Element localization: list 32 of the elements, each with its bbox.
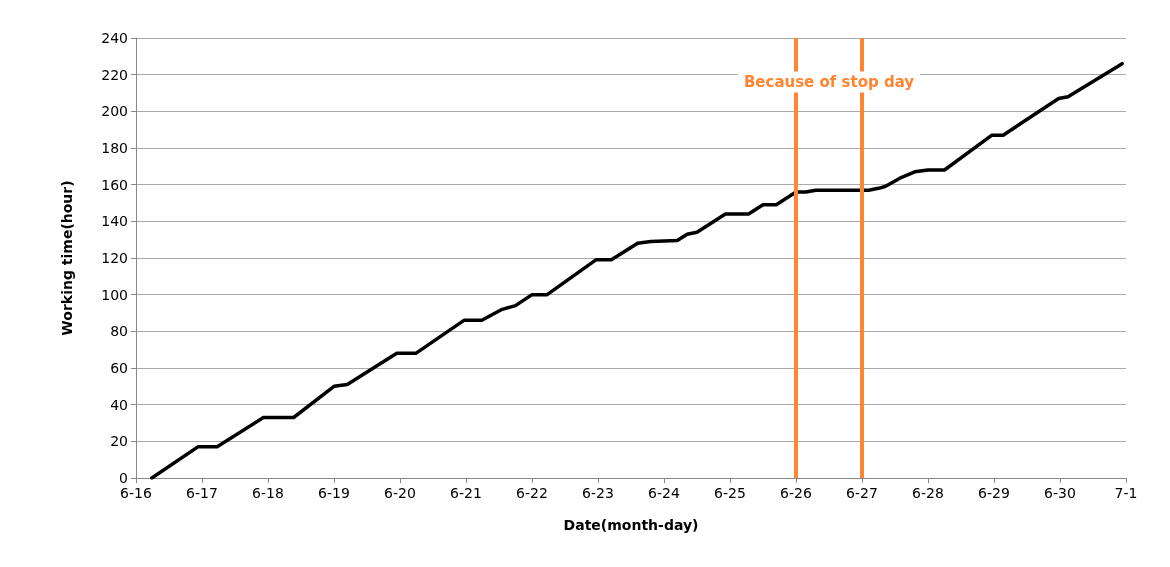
y-tick-label: 120 [101, 250, 128, 266]
x-tick-label: 6-25 [714, 485, 746, 501]
y-tick-label: 100 [101, 286, 128, 303]
x-tick-label: 6-30 [1044, 485, 1076, 501]
y-tick-label: 20 [110, 433, 128, 450]
y-tick-label: 240 [101, 30, 128, 46]
y-tick-label: 180 [101, 140, 128, 156]
y-tick-label: 60 [110, 360, 128, 376]
x-tick-label: 6-26 [780, 485, 812, 501]
y-tick-label: 40 [110, 396, 128, 413]
y-tick-label: 0 [119, 470, 128, 486]
x-tick-label: 6-23 [582, 485, 614, 501]
y-tick-label: 200 [101, 103, 128, 120]
x-tick-label: 6-20 [384, 485, 416, 501]
x-axis-title: Date(month-day) [563, 517, 699, 533]
y-axis-title: Working time(hour) [59, 180, 75, 336]
x-tick-label: 7-1 [1114, 485, 1138, 501]
x-tick-label: 6-22 [516, 485, 548, 501]
y-tick-label: 220 [101, 66, 128, 83]
x-tick-label: 6-16 [120, 485, 152, 501]
x-tick-label: 6-17 [186, 485, 218, 501]
x-tick-label: 6-19 [318, 485, 350, 501]
annotation: Because of stop day [743, 73, 915, 91]
y-tick-label: 80 [110, 323, 128, 340]
x-tick-label: 6-21 [450, 485, 482, 501]
x-tick-label: 6-29 [978, 485, 1010, 501]
x-tick-label: 6-18 [252, 485, 284, 501]
x-tick-label: 6-24 [648, 485, 680, 501]
x-tick-label: 6-28 [912, 485, 944, 501]
y-tick-label: 160 [101, 176, 128, 193]
y-tick-label: 140 [101, 213, 128, 230]
x-tick-label: 6-27 [846, 485, 878, 501]
